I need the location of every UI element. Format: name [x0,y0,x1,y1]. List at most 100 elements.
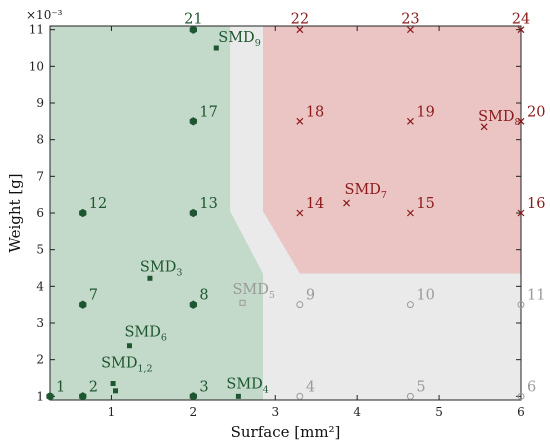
point-label-22: 22 [291,12,309,28]
point-label-18: 18 [306,104,324,120]
point-marker [517,26,525,34]
region-green [50,26,263,400]
point-label-2: 2 [89,379,98,395]
y-tick-label: 2 [36,353,44,367]
x-tick-label: 3 [271,405,279,419]
point-marker [79,392,87,401]
y-tick-label: 10 [29,59,44,73]
y-tick-label: 6 [36,206,44,220]
x-tick-label: 1 [108,405,116,419]
y-tick-label: 11 [29,23,44,37]
point-marker [517,392,525,400]
point-marker [189,117,197,126]
point-marker [406,26,414,34]
point-label-13: 13 [199,196,217,212]
point-label-19: 19 [416,104,434,120]
x-tick-label: 6 [517,405,525,419]
point-marker [517,209,525,217]
smd-label-5: SMD5 [232,282,274,301]
point-marker [406,117,414,125]
point-label-4: 4 [306,379,315,395]
point-label-6: 6 [527,379,536,395]
y-axis-label: Weight [g] [6,173,24,252]
point-label-21: 21 [184,12,202,28]
point-marker [296,301,304,309]
smd-label-4: SMD4 [226,376,268,395]
x-axis-label: Surface [mm²] [231,423,341,441]
smd-label-subscript: 1,2 [137,364,152,375]
point-marker [406,301,414,309]
x-tick-label: 4 [353,405,361,419]
smd-marker [113,388,119,394]
point-label-3: 3 [199,379,208,395]
point-label-16: 16 [527,196,545,212]
smd-marker [126,343,132,349]
y-tick-label: 8 [36,133,44,147]
region-red [263,26,521,274]
smd-marker [147,275,153,281]
point-label-11: 11 [527,288,545,304]
point-marker [296,117,304,125]
point-marker [406,392,414,400]
smd-label-subscript: 5 [269,290,275,301]
point-marker [296,392,304,400]
smd-label-7: SMD7 [345,182,387,201]
region-gray [230,26,521,400]
smd-label-subscript: 3 [176,267,182,278]
y-axis-multiplier: ×10⁻³ [26,8,63,22]
smd-label-subscript: 9 [255,38,261,49]
smd-marker [239,299,246,306]
point-marker [79,208,87,218]
point-label-20: 20 [527,104,545,120]
smd-label-subscript: 6 [161,333,167,344]
smd-label-9: SMD9 [218,30,260,49]
point-marker [517,117,525,125]
point-label-24: 24 [512,12,530,28]
point-label-12: 12 [89,196,107,212]
point-label-5: 5 [416,379,425,395]
data-marks [46,25,525,401]
point-marker [296,209,304,217]
point-marker [189,392,197,401]
smd-marker [235,393,241,399]
smd-label-8: SMD8 [478,109,520,128]
smd-label-subscript: 4 [263,384,269,395]
point-label-10: 10 [416,288,434,304]
point-label-17: 17 [199,104,217,120]
point-marker [480,123,488,131]
point-marker [343,199,350,207]
point-label-15: 15 [416,196,434,212]
point-label-23: 23 [401,12,419,28]
y-tick-label: 4 [36,279,44,293]
smd-label-3: SMD3 [140,259,182,278]
smd-marker [110,381,116,386]
point-marker [406,209,414,217]
point-label-9: 9 [306,288,315,304]
y-tick-label: 5 [36,243,44,257]
point-marker [189,208,197,218]
point-label-14: 14 [306,196,324,212]
point-label-8: 8 [199,288,208,304]
y-tick-label: 1 [36,389,44,403]
point-marker [46,392,54,401]
point-label-1: 1 [56,379,65,395]
point-label-7: 7 [89,288,98,304]
smd-label-subscript: 7 [381,190,387,201]
point-marker [189,300,197,309]
regions [50,26,521,400]
x-tick-label: 2 [190,405,198,419]
y-tick-label: 7 [36,169,44,183]
smd-label-subscript: 8 [515,117,521,128]
smd-marker [213,45,219,51]
y-tick-label: 9 [36,96,44,110]
point-marker [517,301,525,309]
y-tick-label: 3 [36,316,44,330]
point-marker [189,25,197,34]
point-marker [79,300,87,309]
point-marker [296,26,304,34]
x-tick-label: 5 [435,405,443,419]
smd-label-6: SMD6 [124,325,166,344]
